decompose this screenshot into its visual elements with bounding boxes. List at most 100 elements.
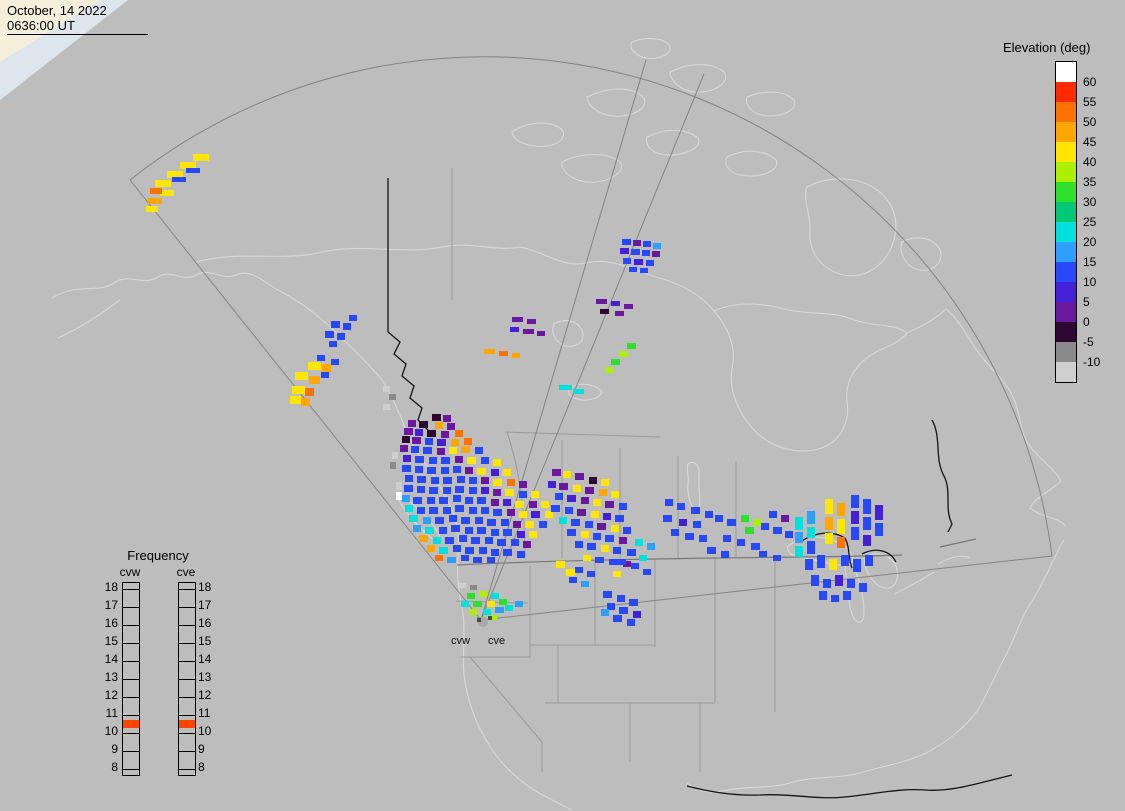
- backscatter-echo: [512, 317, 523, 322]
- backscatter-echo: [295, 372, 308, 380]
- backscatter-echo: [433, 537, 441, 544]
- backscatter-echo: [499, 599, 507, 605]
- elevation-color-cell: [1056, 162, 1076, 182]
- backscatter-echo: [461, 555, 469, 561]
- backscatter-echo: [627, 619, 635, 626]
- backscatter-echo: [865, 555, 873, 566]
- backscatter-echo: [483, 609, 491, 615]
- elevation-legend-title: Elevation (deg): [1003, 40, 1091, 55]
- backscatter-echo: [863, 517, 871, 530]
- backscatter-echo: [605, 501, 614, 508]
- frequency-tick-line: [123, 661, 139, 662]
- backscatter-echo: [419, 535, 428, 542]
- backscatter-echo: [499, 351, 508, 356]
- elevation-color-cell: [1056, 122, 1076, 142]
- backscatter-echo: [552, 469, 561, 476]
- frequency-tick-label: 16: [198, 616, 212, 630]
- backscatter-echo: [317, 355, 325, 361]
- backscatter-echo: [593, 533, 601, 540]
- frequency-bar-cve: [178, 582, 196, 776]
- backscatter-echo: [573, 389, 584, 394]
- frequency-tick-label: 18: [104, 580, 118, 594]
- backscatter-echo: [331, 359, 339, 365]
- backscatter-echo: [529, 501, 537, 508]
- frequency-tick-label: 15: [104, 634, 118, 648]
- frequency-tick-line: [179, 679, 195, 680]
- backscatter-echo: [587, 571, 595, 577]
- frequency-tick-label: 17: [104, 598, 118, 612]
- backscatter-echo: [292, 386, 305, 394]
- backscatter-echo: [548, 481, 556, 488]
- backscatter-echo: [417, 476, 426, 483]
- backscatter-echo: [471, 537, 480, 544]
- frequency-tick-line: [179, 625, 195, 626]
- backscatter-echo: [599, 489, 607, 496]
- backscatter-echo: [559, 517, 567, 524]
- backscatter-echo: [605, 367, 614, 373]
- backscatter-echo: [148, 198, 162, 204]
- backscatter-echo: [453, 545, 461, 552]
- backscatter-echo: [581, 531, 589, 538]
- backscatter-echo: [805, 559, 813, 570]
- projection-corner-wedge: [0, 0, 128, 100]
- backscatter-echo: [415, 456, 424, 463]
- backscatter-echo: [515, 501, 524, 508]
- backscatter-echo: [646, 260, 654, 266]
- backscatter-echo: [835, 575, 843, 586]
- backscatter-echo: [613, 547, 621, 554]
- backscatter-echo: [619, 537, 627, 544]
- backscatter-echo: [425, 527, 434, 534]
- backscatter-echo: [851, 495, 859, 508]
- backscatter-echo: [761, 523, 769, 530]
- backscatter-echo: [464, 438, 472, 445]
- frequency-tick-label: 11: [198, 706, 211, 720]
- backscatter-echo: [635, 539, 643, 546]
- frequency-tick-label: 11: [105, 706, 118, 720]
- elevation-color-cell: [1056, 202, 1076, 222]
- backscatter-echo: [619, 351, 628, 357]
- frequency-tick-label: 12: [198, 688, 212, 702]
- elevation-color-cell: [1056, 282, 1076, 302]
- backscatter-echo: [467, 457, 476, 464]
- backscatter-echo: [465, 547, 474, 554]
- backscatter-echo: [603, 591, 612, 598]
- frequency-scale-numbers-cve: 18 17 16 15 14 13 12 11 10 9 8: [198, 548, 222, 780]
- backscatter-echo: [469, 507, 477, 514]
- backscatter-echo: [413, 525, 421, 532]
- elevation-color-cell: [1056, 82, 1076, 102]
- backscatter-echo: [479, 547, 487, 554]
- backscatter-echo: [441, 467, 449, 474]
- radar-site-marker-cve: [488, 616, 492, 620]
- backscatter-echo: [531, 511, 540, 518]
- backscatter-echo: [461, 601, 469, 607]
- backscatter-echo: [481, 457, 489, 464]
- backscatter-echo: [571, 519, 580, 526]
- backscatter-echo: [465, 527, 473, 534]
- backscatter-echo: [497, 539, 506, 546]
- backscatter-echo: [383, 386, 390, 392]
- frequency-column-label-cve: cve: [176, 565, 196, 579]
- backscatter-echo: [402, 465, 411, 472]
- backscatter-echo: [493, 509, 502, 516]
- elevation-colorbar-ticks: 60 55 50 45 40 35 30 25 20 15 10 5 0 -5 -10: [1083, 61, 1119, 383]
- backscatter-echo: [172, 177, 186, 182]
- backscatter-echo: [411, 446, 419, 453]
- backscatter-echo: [390, 462, 396, 469]
- backscatter-echo: [611, 525, 619, 532]
- backscatter-echo: [404, 485, 413, 492]
- timestamp: October, 14 2022 0636:00 UT: [7, 3, 148, 35]
- backscatter-echo: [439, 527, 447, 534]
- backscatter-echo: [337, 333, 345, 340]
- elevation-color-cell: [1056, 62, 1076, 82]
- backscatter-echo: [601, 545, 609, 552]
- backscatter-echo: [403, 455, 411, 462]
- backscatter-echo: [715, 515, 723, 522]
- backscatter-echo: [309, 376, 320, 384]
- backscatter-echo: [723, 535, 731, 542]
- backscatter-echo: [455, 505, 464, 512]
- backscatter-echo: [453, 495, 461, 502]
- backscatter-echo: [611, 491, 619, 498]
- backscatter-echo: [751, 543, 760, 550]
- backscatter-echo: [555, 493, 563, 500]
- backscatter-echo: [439, 547, 448, 554]
